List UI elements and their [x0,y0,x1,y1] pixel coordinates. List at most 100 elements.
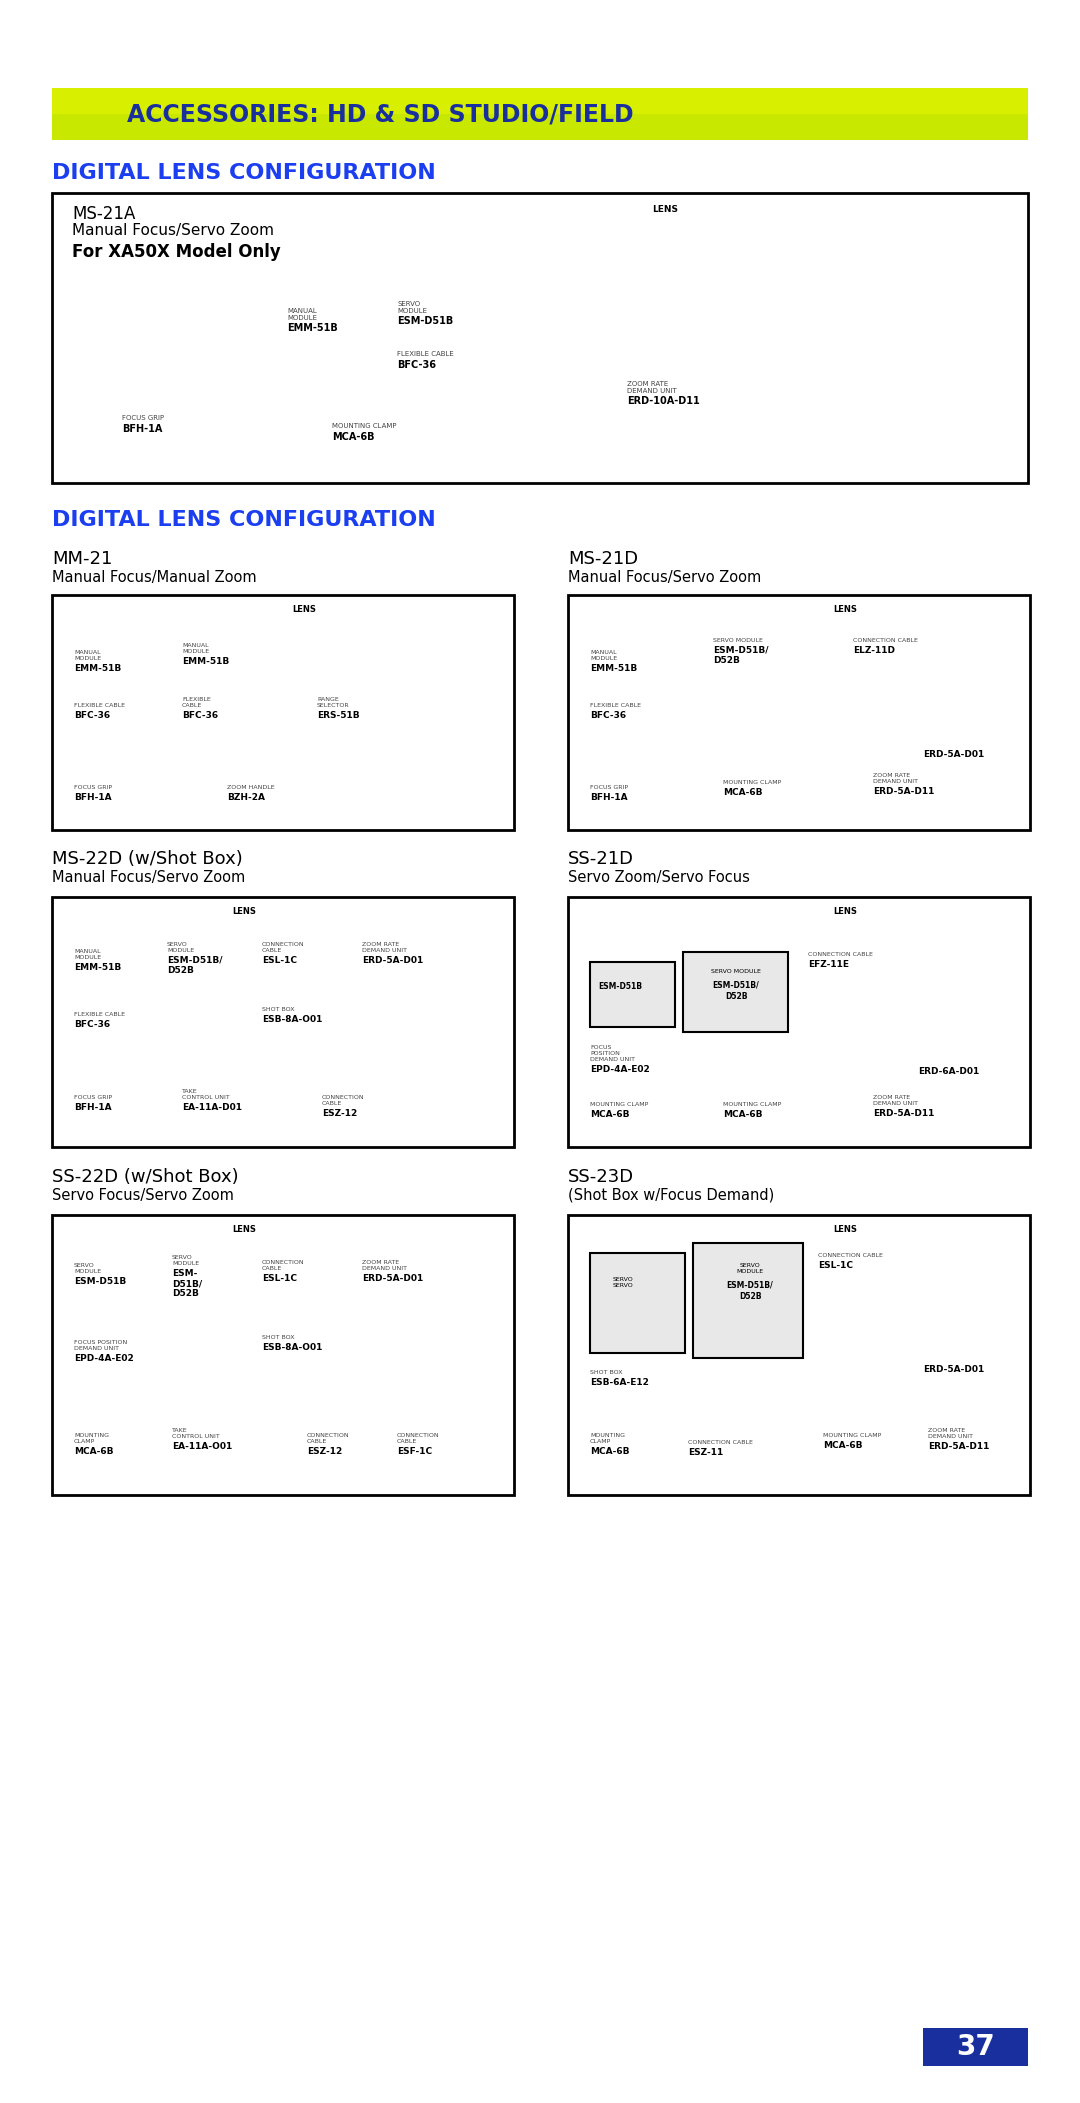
Text: MCA-6B: MCA-6B [723,789,762,797]
Text: ZOOM RATE
DEMAND UNIT: ZOOM RATE DEMAND UNIT [362,942,407,953]
Text: SERVO
MODULE: SERVO MODULE [75,1264,102,1274]
Text: ACCESSORIES: HD & SD STUDIO/FIELD: ACCESSORIES: HD & SD STUDIO/FIELD [127,103,634,126]
Text: FLEXIBLE CABLE: FLEXIBLE CABLE [397,351,454,358]
Bar [568,595,1030,831]
Text: BFH-1A: BFH-1A [122,423,162,433]
Text: SERVO
SERVO: SERVO SERVO [612,1277,633,1287]
Text: RANGE
SELECTOR: RANGE SELECTOR [318,696,350,709]
Text: ESL-1C: ESL-1C [262,1274,297,1283]
Text: MOUNTING
CLAMP: MOUNTING CLAMP [75,1432,109,1445]
Text: ERD-10A-D11: ERD-10A-D11 [627,395,700,406]
Text: ESM-
D51B/
D52B: ESM- D51B/ D52B [172,1268,202,1298]
Text: CONNECTION
CABLE: CONNECTION CABLE [397,1432,440,1445]
Text: ERD-5A-D11: ERD-5A-D11 [873,1108,934,1117]
Text: ESB-6A-E12: ESB-6A-E12 [590,1377,649,1386]
Text: MANUAL
MODULE: MANUAL MODULE [75,948,102,959]
Text: Manual Focus/Servo Zoom: Manual Focus/Servo Zoom [52,871,245,885]
Text: MANUAL
MODULE: MANUAL MODULE [75,650,102,660]
Text: CONNECTION
CABLE: CONNECTION CABLE [262,942,305,953]
Text: SS-21D: SS-21D [568,850,634,869]
Bar [52,193,1028,484]
Text: MCA-6B: MCA-6B [332,431,375,442]
Text: CONNECTION CABLE: CONNECTION CABLE [808,953,873,957]
Text: EMM-51B: EMM-51B [183,656,229,667]
Text: BZH-2A: BZH-2A [227,793,265,801]
Text: ERD-5A-D01: ERD-5A-D01 [362,955,423,965]
Bar [590,961,675,1026]
Text: EMM-51B: EMM-51B [75,963,121,972]
Bar [590,1253,685,1352]
Text: ZOOM HANDLE: ZOOM HANDLE [227,784,274,791]
Text: ESZ-12: ESZ-12 [307,1447,342,1455]
Text: Servo Focus/Servo Zoom: Servo Focus/Servo Zoom [52,1188,234,1203]
Text: ZOOM RATE
DEMAND UNIT: ZOOM RATE DEMAND UNIT [362,1260,407,1270]
Text: EPD-4A-E02: EPD-4A-E02 [590,1064,650,1073]
Text: SERVO
MODULE: SERVO MODULE [397,301,427,313]
Text: EA-11A-D01: EA-11A-D01 [183,1102,242,1112]
Bar [693,1243,804,1359]
Text: FOCUS GRIP: FOCUS GRIP [75,1096,112,1100]
Text: D52B: D52B [725,993,747,1001]
Text: DIGITAL LENS CONFIGURATION: DIGITAL LENS CONFIGURATION [52,511,435,530]
Text: MCA-6B: MCA-6B [75,1447,113,1455]
Text: BFC-36: BFC-36 [183,711,218,719]
Text: FLEXIBLE
CABLE: FLEXIBLE CABLE [183,696,211,709]
Text: CONNECTION
CABLE: CONNECTION CABLE [322,1096,365,1106]
Text: CONNECTION CABLE: CONNECTION CABLE [688,1441,753,1445]
Text: EPD-4A-E02: EPD-4A-E02 [75,1354,134,1363]
Text: ELZ-11D: ELZ-11D [853,646,895,654]
Text: Manual Focus/Manual Zoom: Manual Focus/Manual Zoom [52,570,257,585]
Text: ZOOM RATE
DEMAND UNIT: ZOOM RATE DEMAND UNIT [873,1096,918,1106]
Text: LENS: LENS [652,204,678,215]
Text: MOUNTING CLAMP: MOUNTING CLAMP [723,1102,781,1106]
Bar [52,88,1028,114]
Text: FLEXIBLE CABLE: FLEXIBLE CABLE [75,702,125,709]
Text: Manual Focus/Servo Zoom: Manual Focus/Servo Zoom [568,570,761,585]
Text: ESM-D51B/: ESM-D51B/ [727,1281,773,1289]
Text: MS-21D: MS-21D [568,551,638,568]
Text: LENS: LENS [833,1226,856,1234]
Text: BFH-1A: BFH-1A [590,793,627,801]
Text: ESM-D51B: ESM-D51B [75,1277,126,1285]
Text: SERVO
MODULE: SERVO MODULE [172,1255,199,1266]
Text: ERD-5A-D01: ERD-5A-D01 [923,751,984,759]
Text: SERVO MODULE: SERVO MODULE [713,637,762,644]
Text: MANUAL
MODULE: MANUAL MODULE [183,644,210,654]
Text: ERD-5A-D01: ERD-5A-D01 [923,1365,984,1373]
Text: LENS: LENS [232,1226,256,1234]
Bar [923,2027,1028,2065]
Text: CONNECTION
CABLE: CONNECTION CABLE [262,1260,305,1270]
Text: FOCUS GRIP: FOCUS GRIP [590,784,627,791]
Text: MOUNTING CLAMP: MOUNTING CLAMP [332,423,396,429]
Text: FLEXIBLE CABLE: FLEXIBLE CABLE [590,702,642,709]
Text: MCA-6B: MCA-6B [590,1110,630,1119]
Bar [683,953,788,1033]
Text: MOUNTING CLAMP: MOUNTING CLAMP [590,1102,648,1106]
Text: ESF-1C: ESF-1C [397,1447,432,1455]
Text: For XA50X Model Only: For XA50X Model Only [72,244,281,261]
Text: EA-11A-O01: EA-11A-O01 [172,1443,232,1451]
Text: MS-21A: MS-21A [72,204,135,223]
Text: 37: 37 [956,2034,995,2061]
Text: CONNECTION
CABLE: CONNECTION CABLE [307,1432,350,1445]
Text: ESB-8A-O01: ESB-8A-O01 [262,1344,322,1352]
Text: Servo Zoom/Servo Focus: Servo Zoom/Servo Focus [568,871,750,885]
Text: FOCUS GRIP: FOCUS GRIP [75,784,112,791]
Text: BFH-1A: BFH-1A [75,793,111,801]
Text: ESM-D51B/
D52B: ESM-D51B/ D52B [167,955,222,976]
Text: MOUNTING CLAMP: MOUNTING CLAMP [823,1432,881,1438]
Text: MANUAL
MODULE: MANUAL MODULE [590,650,617,660]
Text: MOUNTING CLAMP: MOUNTING CLAMP [723,780,781,784]
Text: ERD-5A-D11: ERD-5A-D11 [873,787,934,795]
Text: CONNECTION CABLE: CONNECTION CABLE [818,1253,882,1258]
Text: MCA-6B: MCA-6B [823,1441,863,1449]
Text: ERD-6A-D01: ERD-6A-D01 [918,1066,980,1077]
Text: ESM-D51B: ESM-D51B [598,982,642,991]
Text: ZOOM RATE
DEMAND UNIT: ZOOM RATE DEMAND UNIT [627,381,677,393]
Bar [52,88,1028,141]
Text: TAKE
CONTROL UNIT: TAKE CONTROL UNIT [172,1428,219,1438]
Text: BFC-36: BFC-36 [397,360,436,370]
Bar [52,1216,514,1495]
Bar [52,595,514,831]
Text: EFZ-11E: EFZ-11E [808,959,849,969]
